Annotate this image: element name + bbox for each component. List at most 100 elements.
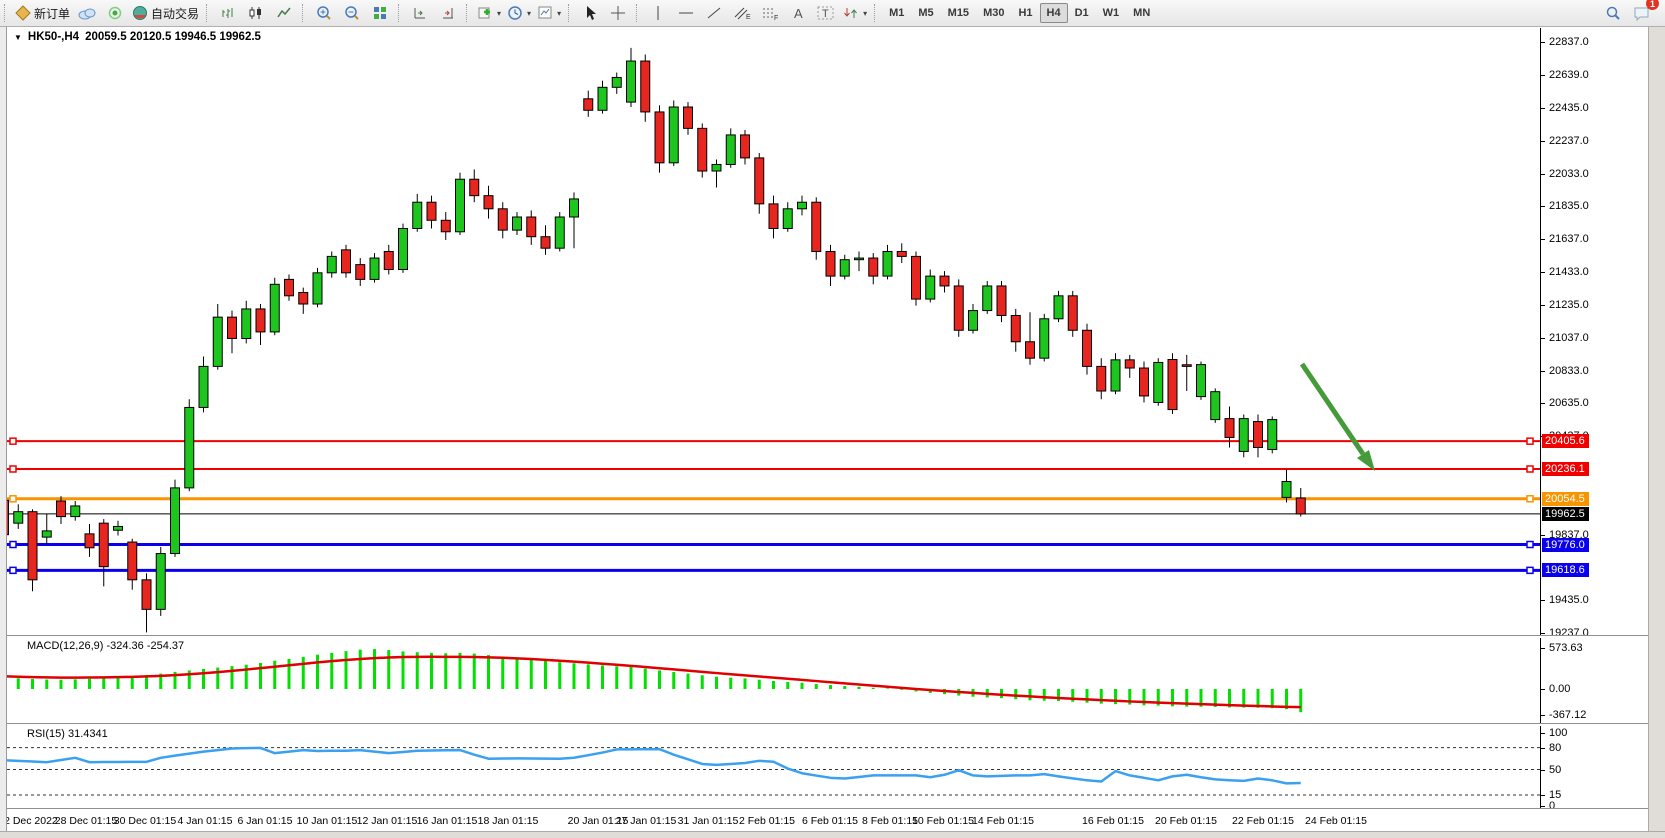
notifications-button[interactable]: 1 xyxy=(1627,0,1659,24)
rsi-tick-label: 15 xyxy=(1549,789,1562,802)
rsi-tick-label: 80 xyxy=(1549,741,1562,754)
indicators-button[interactable]: ▾ xyxy=(474,2,504,24)
window-scrollbar-strip[interactable] xyxy=(1648,27,1665,838)
panel-separator[interactable] xyxy=(6,723,1649,726)
chart-quote-line: ▼ HK50-,H4 20059.5 20120.5 19946.5 19962… xyxy=(14,31,261,43)
new-order-label: 新订单 xyxy=(34,6,71,21)
vertical-line-icon xyxy=(657,6,659,20)
zoom-out-button[interactable] xyxy=(338,2,366,24)
price-tick-label: 21637.0 xyxy=(1549,233,1589,245)
zoom-out-icon xyxy=(345,6,359,20)
tile-windows-icon xyxy=(374,7,387,19)
channel-tool-button[interactable]: E xyxy=(728,2,756,24)
chat-bubble-icon xyxy=(1634,7,1648,21)
autotrading-label: 自动交易 xyxy=(151,6,200,21)
price-tick-label: 22435.0 xyxy=(1549,101,1589,114)
timeframe-MN[interactable]: MN xyxy=(1133,7,1151,19)
signals-button[interactable] xyxy=(101,2,129,24)
timeframe-W1[interactable]: W1 xyxy=(1102,7,1120,19)
zoom-in-button[interactable] xyxy=(310,2,338,24)
auto-scroll-button[interactable] xyxy=(434,2,462,24)
tile-windows-button[interactable] xyxy=(366,2,394,24)
timeframe-M15[interactable]: M15 xyxy=(947,7,970,19)
crosshair-tool-button[interactable] xyxy=(604,2,632,24)
rsi-tick-mark xyxy=(1540,769,1545,771)
timeframe-D1[interactable]: D1 xyxy=(1074,7,1089,19)
line-chart-button[interactable] xyxy=(270,2,298,24)
price-tick-mark xyxy=(1540,304,1545,306)
price-tick-mark xyxy=(1540,107,1545,109)
svg-text:F: F xyxy=(774,15,778,21)
price-line-badge: 19962.5 xyxy=(1542,506,1589,521)
price-tick-label: 21835.0 xyxy=(1549,200,1589,213)
time-axis-label: 6 Feb 01:15 xyxy=(801,815,859,827)
periods-button[interactable]: ▾ xyxy=(504,2,534,24)
candle-chart-icon xyxy=(249,7,262,19)
text-a-icon: A xyxy=(794,6,803,21)
time-axis-label: 22 Dec 2022 xyxy=(0,815,58,827)
new-order-icon xyxy=(15,5,31,21)
autotrading-icon xyxy=(133,6,148,20)
timeframe-M5[interactable]: M5 xyxy=(918,7,934,19)
macd-tick-label: 0.00 xyxy=(1549,683,1571,695)
text-tool-button[interactable]: A xyxy=(784,2,812,24)
price-line-badge: 20405.6 xyxy=(1542,434,1589,449)
price-tick-label: 22237.0 xyxy=(1549,134,1589,147)
autotrading-button[interactable]: 自动交易 xyxy=(129,2,202,24)
rsi-tick-label: 100 xyxy=(1549,727,1568,739)
time-axis-label: 24 Feb 01:15 xyxy=(1305,815,1367,827)
price-tick-label: 20635.0 xyxy=(1549,397,1589,410)
svg-text:T: T xyxy=(822,8,829,20)
collapse-triangle-icon[interactable]: ▼ xyxy=(14,32,22,42)
arrows-tool-button[interactable]: ▾ xyxy=(840,2,870,24)
toolbar-grip xyxy=(568,4,572,22)
price-tick-label: 20833.0 xyxy=(1549,364,1589,377)
toolbar-grip xyxy=(302,4,306,22)
candle-chart-button[interactable] xyxy=(242,2,270,24)
cursor-tool-button[interactable] xyxy=(576,2,604,24)
toolbar-grip xyxy=(636,4,640,22)
panel-separator[interactable] xyxy=(6,635,1649,638)
dropdown-arrow-icon: ▾ xyxy=(557,8,562,18)
price-tick-label: 22033.0 xyxy=(1549,167,1589,180)
window-edge-bottom xyxy=(0,831,1665,838)
timeframe-M30[interactable]: M30 xyxy=(983,7,1005,19)
search-button[interactable] xyxy=(1599,2,1627,24)
symbol-period-label: HK50-,H4 xyxy=(27,31,80,43)
price-tick-mark xyxy=(1540,42,1545,43)
dropdown-arrow-icon: ▾ xyxy=(863,8,868,18)
template-icon xyxy=(538,6,552,19)
price-tick-label: 22837.0 xyxy=(1549,36,1589,48)
templates-button[interactable]: ▾ xyxy=(534,2,564,24)
crosshair-icon xyxy=(611,6,626,20)
text-label-tool-button[interactable]: T xyxy=(812,2,840,24)
timeframe-H4[interactable]: H4 xyxy=(1039,3,1068,23)
rsi-tick-mark xyxy=(1540,747,1545,749)
price-tick-label: 22639.0 xyxy=(1549,68,1589,81)
bar-chart-button[interactable] xyxy=(214,2,242,24)
price-tick-label: 21037.0 xyxy=(1549,331,1589,344)
data-center-button[interactable] xyxy=(73,2,101,24)
chart-shift-button[interactable] xyxy=(406,2,434,24)
equidistant-channel-icon: E xyxy=(734,7,751,21)
trendline-tool-button[interactable] xyxy=(700,2,728,24)
macd-tick-label: 573.63 xyxy=(1549,642,1583,654)
fibonacci-tool-button[interactable]: F xyxy=(756,2,784,24)
price-tick-label: 21433.0 xyxy=(1549,266,1589,279)
panel-separator xyxy=(6,808,1649,811)
new-order-button[interactable]: 新订单 xyxy=(12,2,73,24)
timeframe-M1[interactable]: M1 xyxy=(889,7,905,19)
fibonacci-icon: F xyxy=(763,8,778,21)
price-line-badge: 19618.6 xyxy=(1542,563,1589,578)
macd-label: MACD(12,26,9) -324.36 -254.37 xyxy=(27,640,185,652)
text-label-icon: T xyxy=(817,6,834,20)
rsi-tick-mark xyxy=(1540,733,1545,734)
price-tick-mark xyxy=(1540,239,1545,240)
time-axis-label: 12 Jan 01:15 xyxy=(356,815,418,827)
rsi-tick-mark xyxy=(1540,795,1545,797)
price-tick-mark xyxy=(1540,534,1545,536)
vline-tool-button[interactable] xyxy=(644,2,672,24)
timeframe-H1[interactable]: H1 xyxy=(1018,7,1033,19)
hline-tool-button[interactable] xyxy=(672,2,700,24)
